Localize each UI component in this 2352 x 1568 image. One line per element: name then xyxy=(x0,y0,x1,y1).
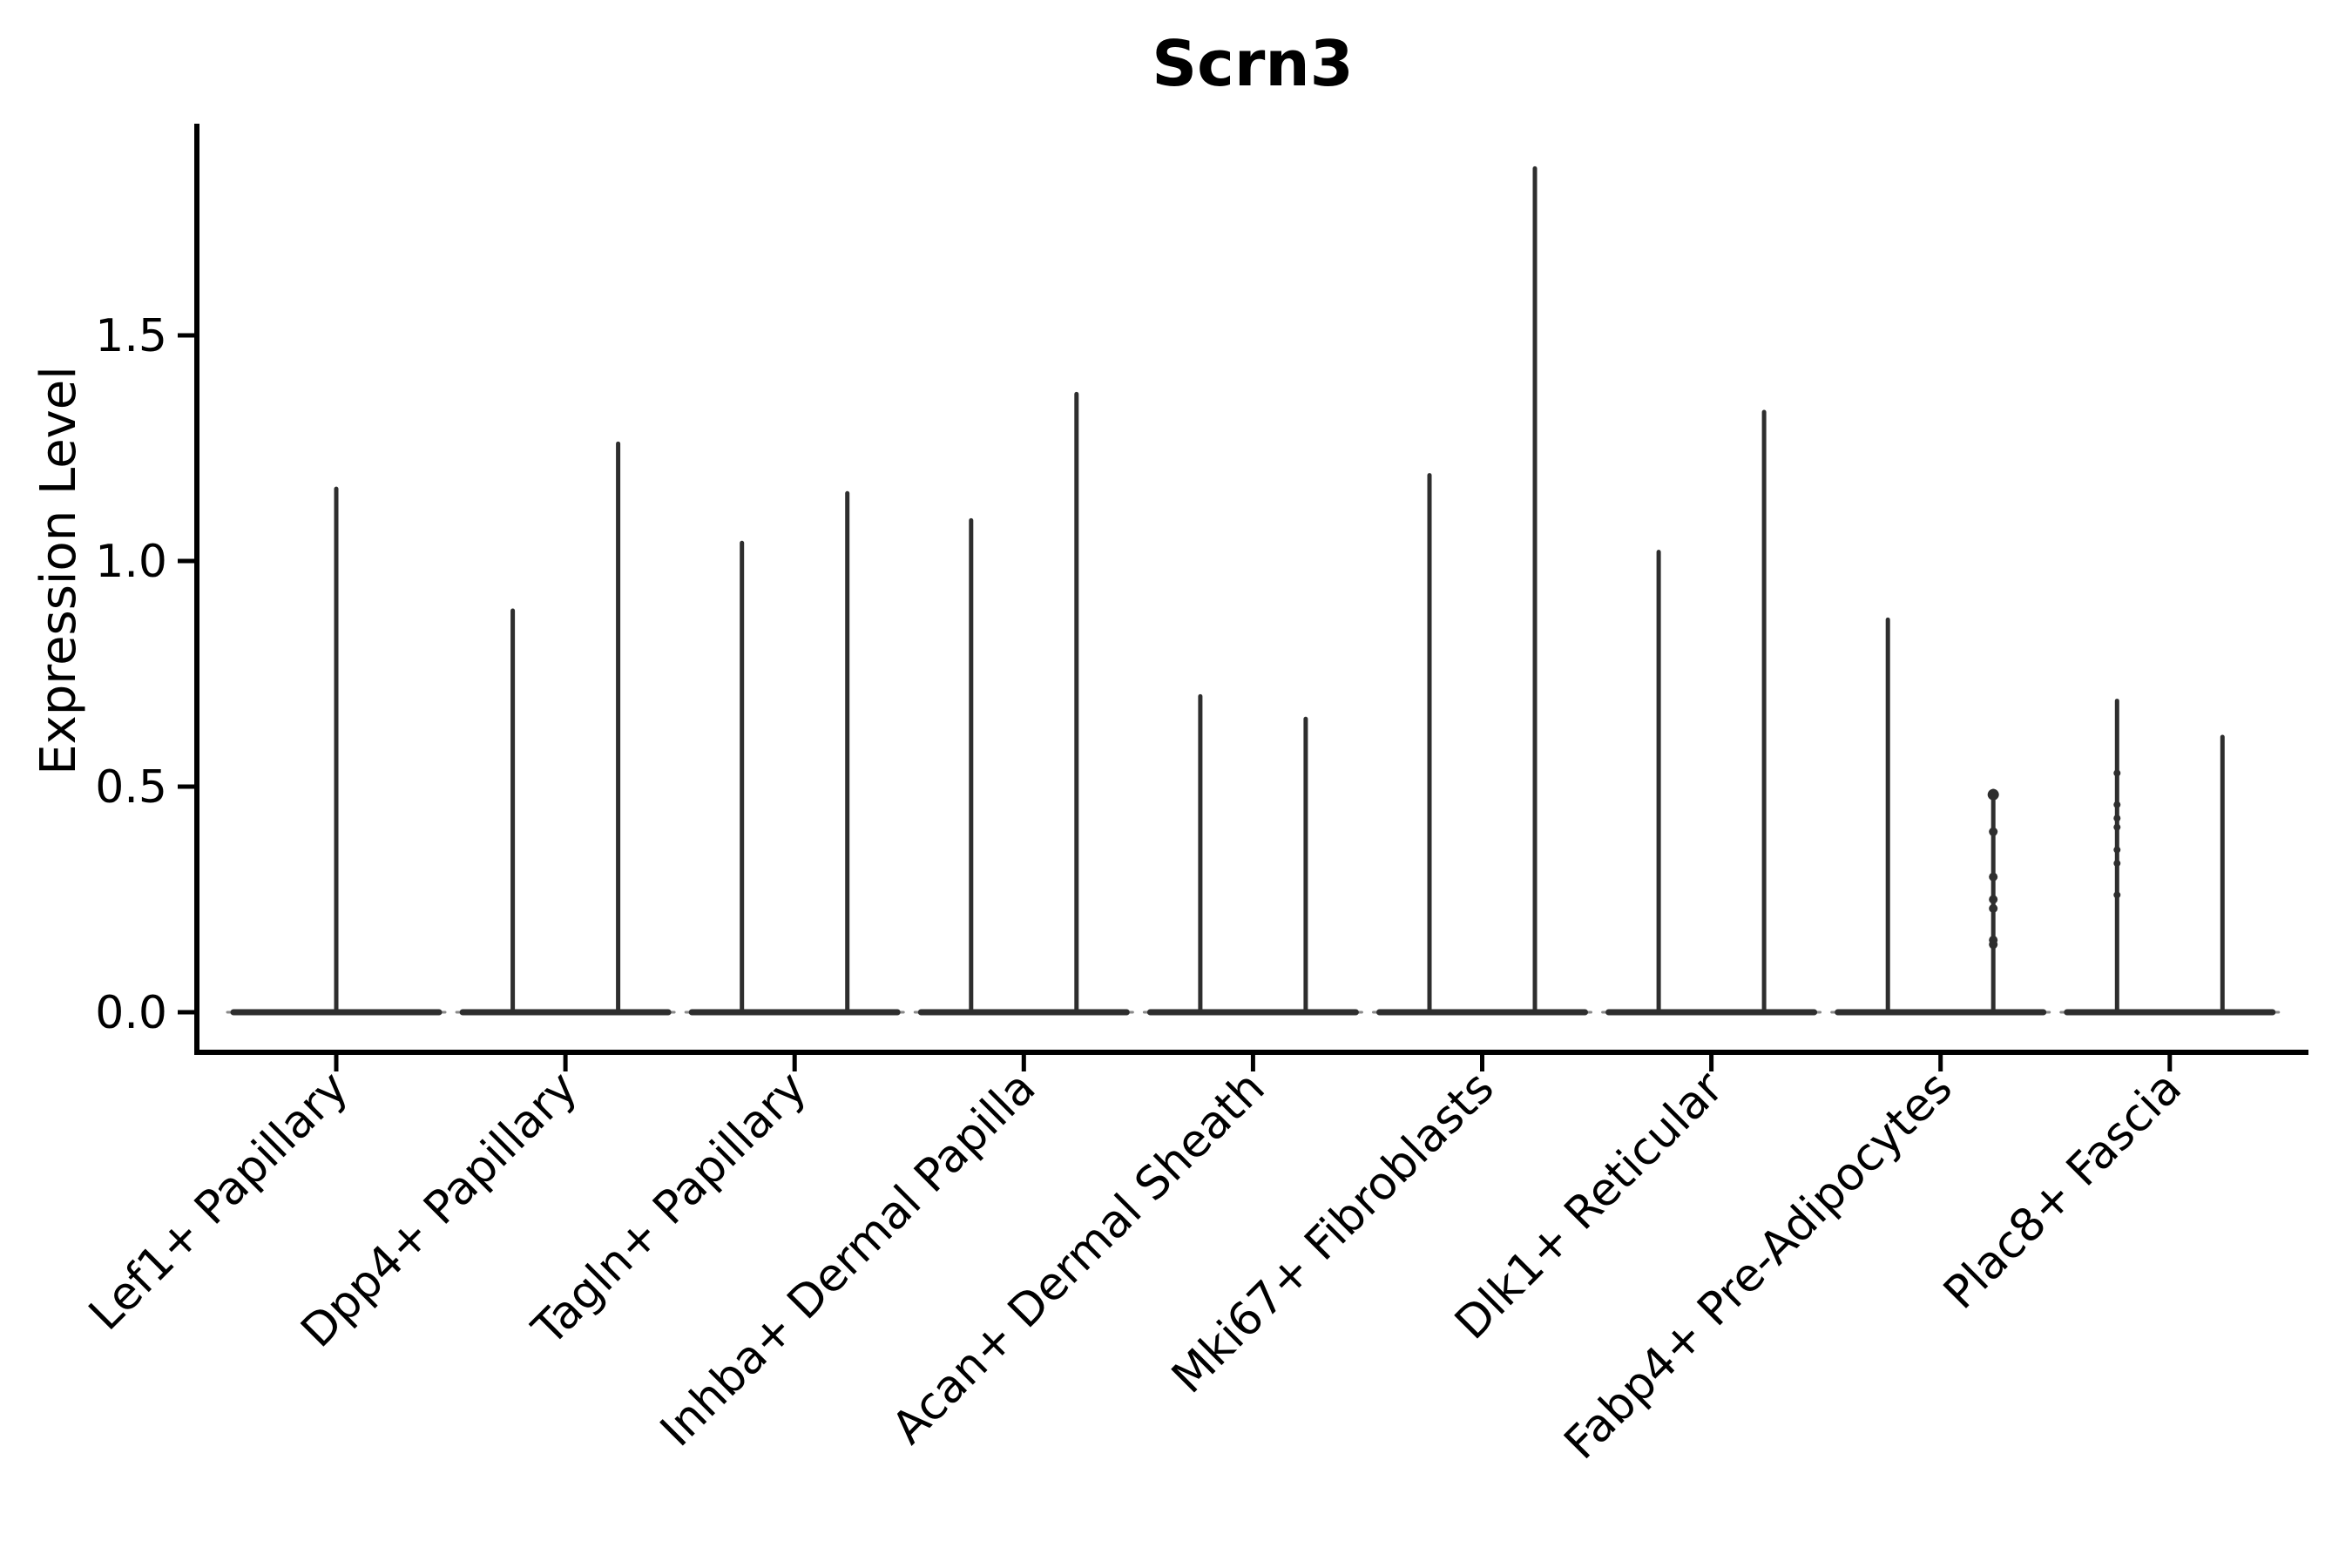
violin-dlk1-reticular xyxy=(1601,409,1822,1016)
violin-plac8-fascia xyxy=(2059,699,2281,1016)
jitter-point xyxy=(2113,814,2121,822)
violin-dpp4-papillary xyxy=(455,441,676,1016)
chart-title: Scrn3 xyxy=(1152,27,1353,100)
y-tick-label: 0.5 xyxy=(95,761,167,814)
jitter-point xyxy=(1989,940,1998,950)
y-tick-label: 1.0 xyxy=(95,536,167,588)
y-axis-label: Expression Level xyxy=(30,366,87,775)
violin-inhba-dermal-papilla xyxy=(913,391,1134,1016)
jitter-point xyxy=(2113,823,2121,831)
violin-acan-dermal-sheath xyxy=(1142,693,1363,1016)
jitter-point xyxy=(2113,846,2121,854)
x-tick-label: Fabp4+ Pre-Adipocytes xyxy=(1555,1062,1963,1470)
x-tick-label: Inhba+ Dermal Papilla xyxy=(651,1062,1045,1456)
jitter-point xyxy=(1989,903,1998,913)
violin-spike-knob xyxy=(1987,788,1999,801)
violin-mki67-fibroblasts xyxy=(1372,166,1592,1016)
jitter-point xyxy=(2113,860,2121,868)
violin-fabp4-pre-adipocytes xyxy=(1830,617,2051,1016)
jitter-point xyxy=(2113,891,2121,899)
jitter-point xyxy=(1989,895,1998,904)
violin-lef1-papillary xyxy=(226,486,447,1016)
y-tick-label: 0.0 xyxy=(95,987,167,1039)
violin-tagln-papillary xyxy=(684,490,905,1016)
jitter-point xyxy=(2113,769,2121,777)
jitter-point xyxy=(1989,872,1998,882)
x-tick-label: Plac8+ Fascia xyxy=(1934,1062,2192,1320)
jitter-point xyxy=(2113,801,2121,808)
jitter-point xyxy=(1989,827,1998,836)
x-tick-label: Acan+ Dermal Sheath xyxy=(882,1062,1275,1455)
y-tick-label: 1.5 xyxy=(95,310,167,362)
